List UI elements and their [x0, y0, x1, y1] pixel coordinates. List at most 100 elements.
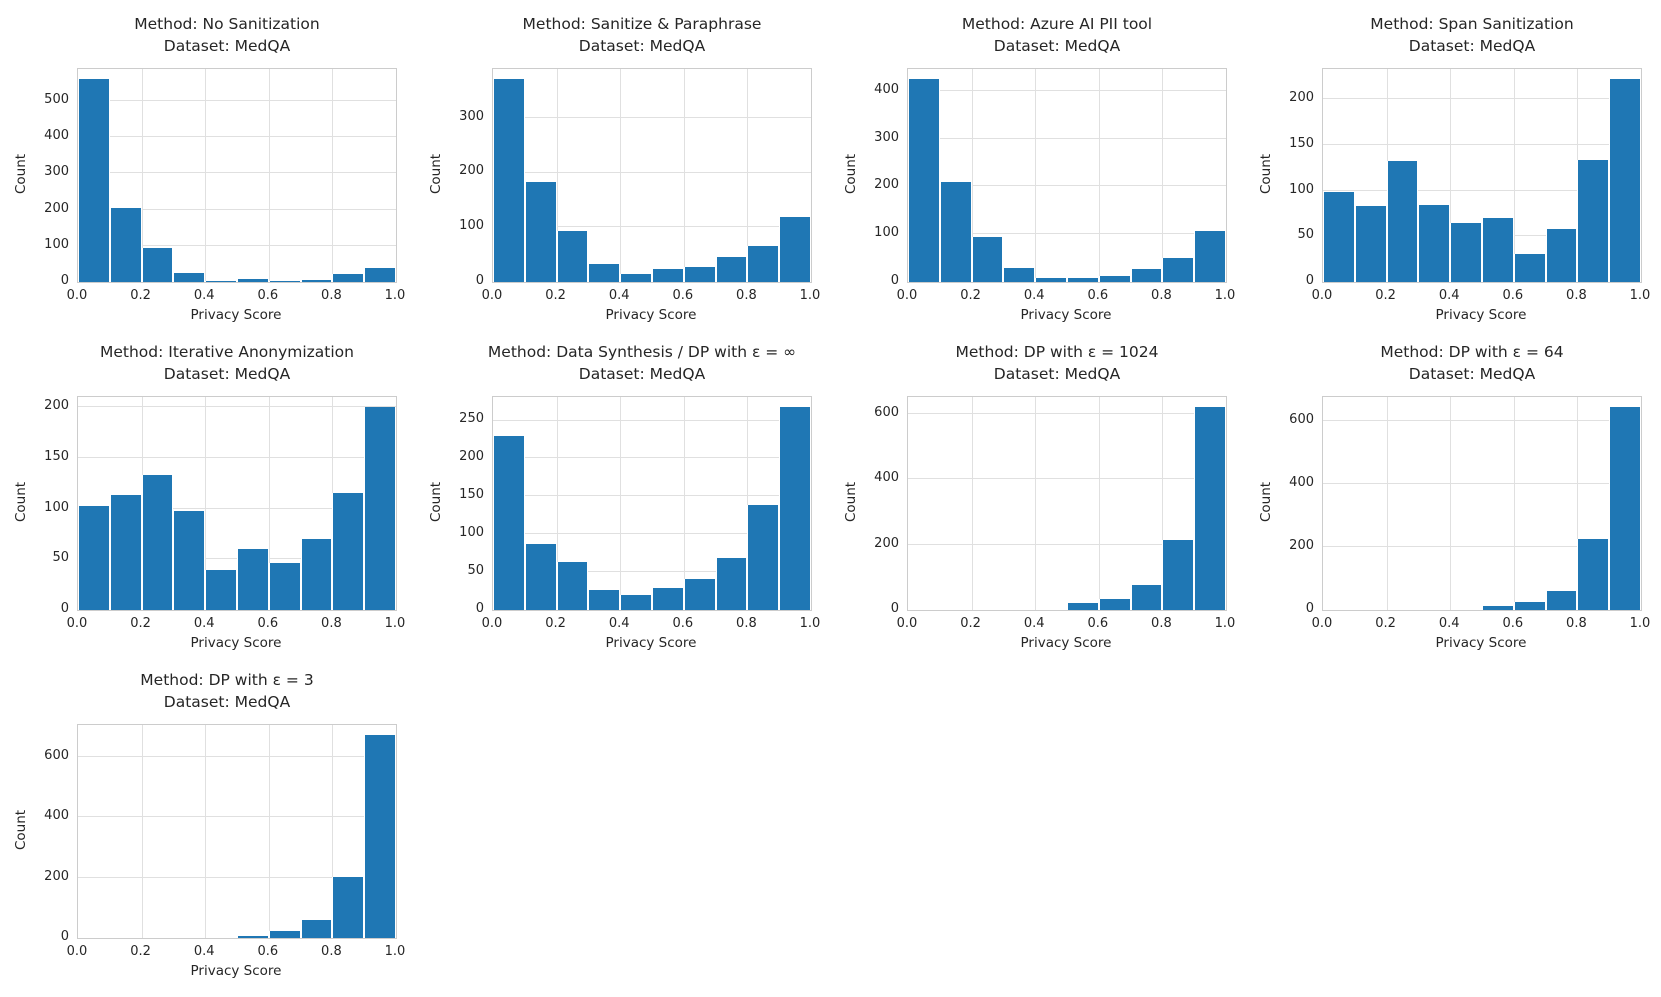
x-tick-label: 0.2 — [1375, 288, 1396, 303]
x-tick-label: 0.0 — [1311, 616, 1333, 631]
x-tick-label: 1.0 — [1629, 616, 1651, 631]
gridline-vertical — [205, 397, 207, 610]
histogram-bar — [237, 549, 269, 610]
gridline-horizontal — [78, 99, 396, 101]
histogram-bar — [620, 594, 652, 610]
y-tick-label: 0 — [1305, 273, 1314, 288]
plot-area — [77, 396, 397, 611]
histogram-bar — [1194, 230, 1226, 282]
subplot-title: Method: DP with ε = 3 Dataset: MedQA — [47, 670, 407, 713]
subplot-title-method: Method: DP with ε = 1024 — [955, 343, 1159, 361]
subplot-title-method: Method: Azure AI PII tool — [961, 15, 1153, 33]
subplot-title-dataset: Dataset: MedQA — [578, 364, 706, 383]
histogram-bar — [683, 266, 716, 282]
gridline-vertical — [1098, 69, 1100, 282]
gridline-horizontal — [1323, 189, 1641, 191]
y-tick-label: 600 — [874, 404, 899, 420]
x-tick-label: 0.6 — [672, 616, 694, 631]
y-tick-label: 200 — [874, 535, 899, 551]
subplot-title-dataset: Dataset: MedQA — [993, 364, 1121, 383]
gridline-horizontal — [1323, 98, 1641, 100]
y-tick-label: 200 — [1289, 90, 1314, 106]
x-tick-label: 0.6 — [257, 944, 279, 959]
histogram-bar — [1513, 602, 1546, 610]
histogram-bar — [1386, 161, 1419, 282]
histogram-bar — [1418, 205, 1451, 282]
histogram-bar — [332, 493, 365, 610]
y-axis-label: Count — [1258, 153, 1274, 194]
gridline-horizontal — [493, 457, 811, 459]
histogram-bar — [1162, 539, 1195, 610]
x-tick-label: 0.4 — [193, 616, 215, 631]
gridline-vertical — [268, 397, 270, 610]
y-tick-label: 200 — [874, 177, 899, 193]
x-tick-label: 0.0 — [896, 616, 918, 631]
x-tick-label: 1.0 — [799, 616, 821, 631]
histogram-bar — [524, 181, 557, 282]
histogram-bar — [141, 248, 174, 282]
histogram-bar — [173, 272, 206, 282]
gridline-vertical — [556, 69, 558, 282]
x-tick-label: 0.0 — [896, 288, 918, 303]
histogram-bar — [1513, 253, 1546, 282]
y-tick-label: 250 — [459, 411, 484, 427]
subplot-title-dataset: Dataset: MedQA — [1408, 36, 1536, 55]
histogram-bar — [109, 495, 142, 610]
x-tick-label: 1.0 — [384, 288, 406, 303]
gridline-horizontal — [78, 755, 396, 757]
y-tick-label: 200 — [44, 398, 69, 414]
gridline-vertical — [1035, 397, 1037, 610]
subplot-4: Method: Span Sanitization Dataset: MedQA 0… — [1245, 6, 1660, 334]
gridline-vertical — [1386, 397, 1388, 610]
x-tick-label: 1.0 — [384, 616, 406, 631]
subplot-title: Method: DP with ε = 1024 Dataset: MedQA — [877, 342, 1237, 385]
y-tick-label: 100 — [44, 499, 69, 515]
x-axis-label: Privacy Score — [1020, 307, 1112, 323]
histogram-bar — [364, 267, 396, 282]
x-axis-label: Privacy Score — [190, 963, 282, 979]
x-tick-label: 0.8 — [1151, 288, 1172, 303]
histogram-bar — [1067, 278, 1099, 282]
gridline-horizontal — [493, 171, 811, 173]
y-tick-label: 0 — [60, 273, 69, 288]
x-axis-label: Privacy Score — [190, 635, 282, 651]
gridline-vertical — [205, 725, 207, 938]
x-tick-label: 0.2 — [960, 616, 981, 631]
y-tick-label: 100 — [459, 525, 484, 541]
histogram-bar — [588, 589, 621, 610]
histogram-bar — [747, 504, 780, 610]
x-tick-label: 0.0 — [66, 288, 88, 303]
y-tick-label: 400 — [44, 128, 69, 144]
subplot-3: Method: Azure AI PII tool Dataset: MedQA 0… — [830, 6, 1245, 334]
gridline-horizontal — [908, 89, 1226, 91]
x-tick-label: 0.2 — [130, 288, 151, 303]
gridline-horizontal — [78, 456, 396, 458]
gridline-vertical — [141, 69, 143, 282]
histogram-bar — [1003, 267, 1036, 282]
subplot-title: Method: Sanitize & Paraphrase Dataset: Me… — [462, 14, 822, 57]
gridline-horizontal — [493, 226, 811, 228]
histogram-bar — [1098, 599, 1131, 610]
x-tick-label: 0.8 — [1151, 616, 1172, 631]
histogram-bar — [1609, 407, 1641, 610]
histogram-bar — [1035, 278, 1067, 282]
x-axis-label: Privacy Score — [605, 635, 697, 651]
gridline-horizontal — [78, 816, 396, 818]
y-axis-label: Count — [1258, 481, 1274, 522]
subplot-title-method: Method: Iterative Anonymization — [100, 343, 354, 361]
gridline-vertical — [141, 725, 143, 938]
x-tick-label: 0.6 — [1502, 616, 1524, 631]
gridline-vertical — [268, 69, 270, 282]
y-axis-label: Count — [13, 481, 29, 522]
gridline-horizontal — [78, 172, 396, 174]
x-tick-label: 0.6 — [1087, 288, 1109, 303]
histogram-bar — [779, 406, 811, 610]
gridline-vertical — [268, 725, 270, 938]
gridline-vertical — [971, 397, 973, 610]
x-tick-label: 0.0 — [481, 616, 503, 631]
gridline-vertical — [971, 69, 973, 282]
y-tick-label: 200 — [44, 868, 69, 884]
histogram-bar — [652, 588, 684, 610]
gridline-horizontal — [493, 571, 811, 573]
x-tick-label: 0.8 — [321, 616, 342, 631]
